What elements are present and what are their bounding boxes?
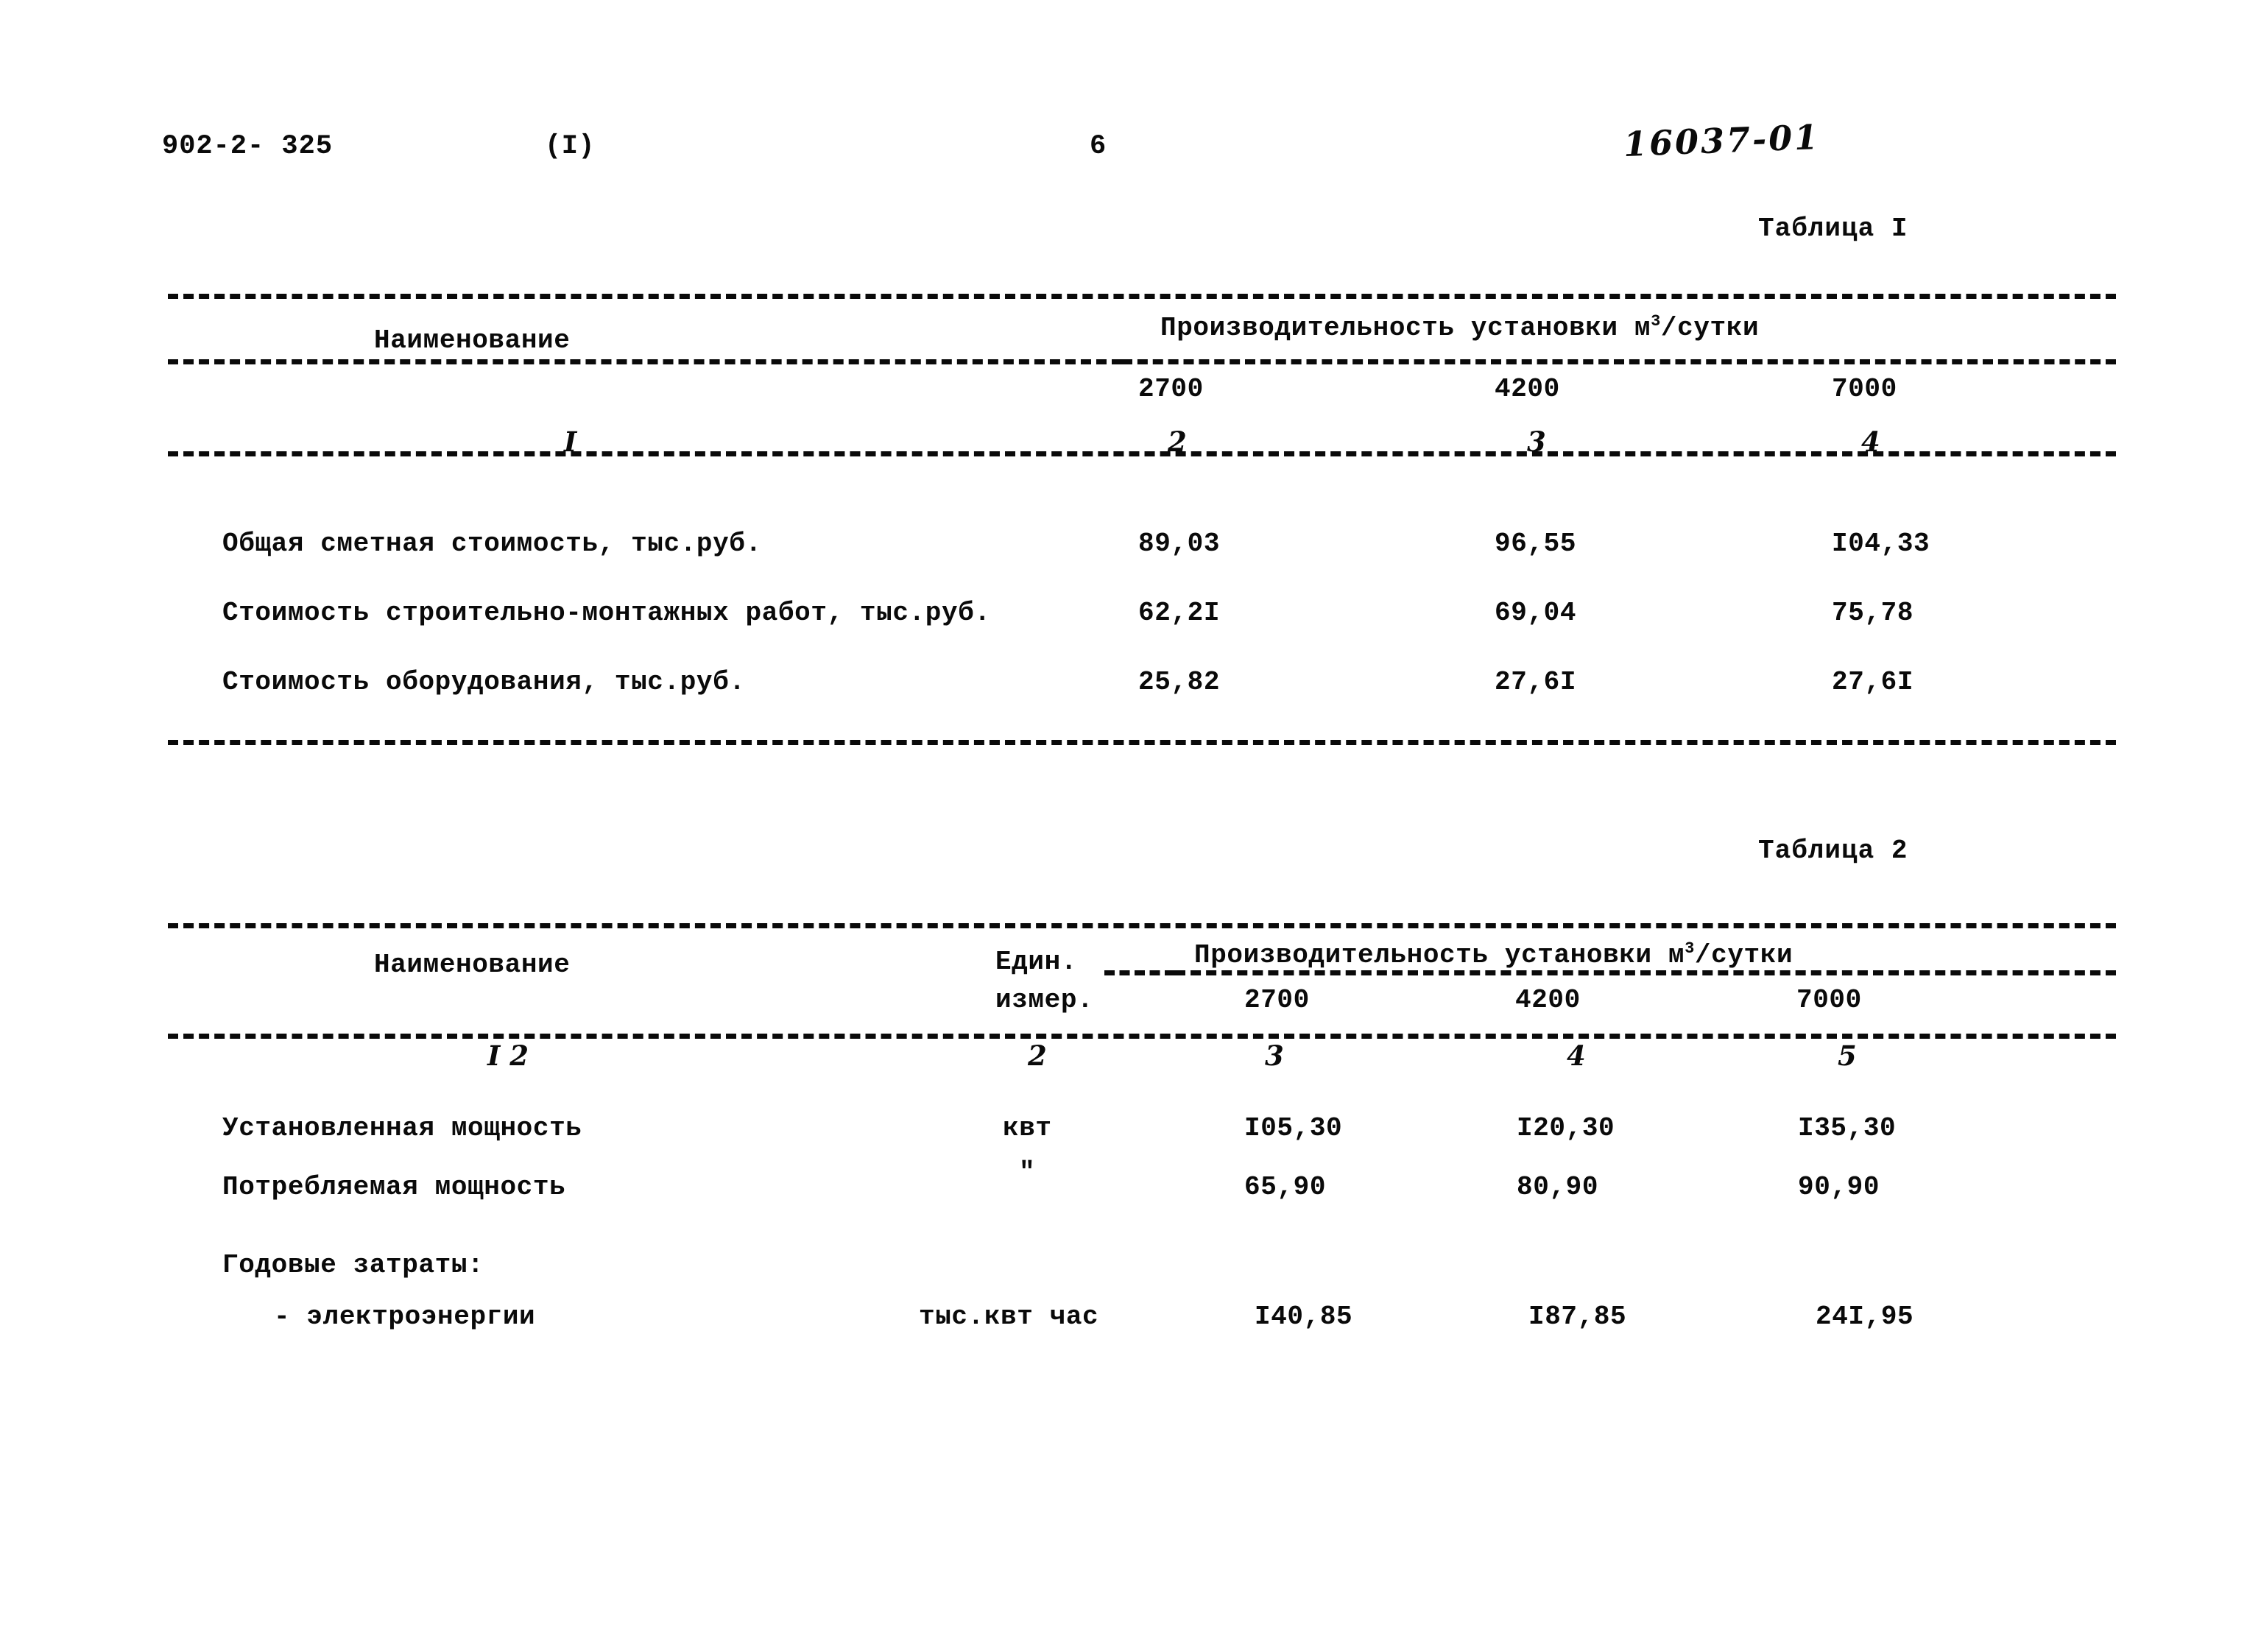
table2-colnum-4: 4 bbox=[1567, 1039, 1586, 1072]
table1-row2-value-0: 25,82 bbox=[1138, 667, 1221, 697]
table2-caption: Таблица 2 bbox=[1758, 836, 1908, 866]
table1-span-sup: 3 bbox=[1651, 312, 1661, 331]
table1-colnum-rule bbox=[168, 451, 2116, 456]
table1-row0-value-1: 96,55 bbox=[1495, 529, 1577, 559]
table2-top-rule bbox=[168, 923, 2116, 928]
table1-header-rule-right bbox=[1122, 359, 2116, 364]
table1-capacity-col-1: 2700 bbox=[1138, 374, 1204, 404]
table2-row3-unit: тыс.квт час bbox=[919, 1302, 1099, 1332]
table1-name-header: Наименование bbox=[374, 325, 571, 356]
table2-capacity-col-2: 4200 bbox=[1515, 985, 1581, 1015]
table1-row-label-0: Общая сметная стоимость, тыс.руб. bbox=[222, 529, 762, 559]
table2-row0-value-0: I05,30 bbox=[1244, 1113, 1343, 1143]
table1-row-label-1: Стоимость строительно-монтажных работ, т… bbox=[222, 598, 991, 628]
table1-span-prefix: Производительность установки м bbox=[1160, 313, 1651, 343]
table1-row0-value-0: 89,03 bbox=[1138, 529, 1221, 559]
table1-row2-value-2: 27,6I bbox=[1832, 667, 1914, 697]
table2-row1-value-2: 90,90 bbox=[1798, 1172, 1880, 1202]
handwritten-archive-code: 16037-01 bbox=[1623, 116, 1821, 165]
page-header: 902-2- 325 (I) 6 16037-01 bbox=[0, 117, 2261, 175]
table2-row1-unit: " bbox=[1019, 1157, 1036, 1187]
table1-row0-value-2: I04,33 bbox=[1832, 529, 1930, 559]
table1-row2-value-1: 27,6I bbox=[1495, 667, 1577, 697]
table2-row0-unit: квт bbox=[1003, 1113, 1052, 1143]
table2-row3-value-0: I40,85 bbox=[1255, 1302, 1353, 1332]
table2-colnum-5: 5 bbox=[1838, 1039, 1857, 1072]
table2-unit-header-line2: измер. bbox=[995, 985, 1094, 1015]
table2-span-suffix: /сутки bbox=[1694, 940, 1793, 970]
table2-row0-value-1: I20,30 bbox=[1517, 1113, 1615, 1143]
table1-colnum-1: I bbox=[564, 426, 577, 458]
table2-colnum-rule bbox=[168, 1034, 2116, 1039]
table1-row1-value-0: 62,2I bbox=[1138, 598, 1221, 628]
table2-row-label-2: Годовые затраты: bbox=[222, 1250, 484, 1280]
table1-row1-value-2: 75,78 bbox=[1832, 598, 1914, 628]
table2-colnum-2: 2 bbox=[1028, 1039, 1047, 1072]
table2-row-label-0: Установленная мощность bbox=[222, 1113, 582, 1143]
page-number: 6 bbox=[1090, 131, 1107, 162]
table2-unit-header-line1: Един. bbox=[995, 947, 1078, 977]
table1-span-suffix: /сутки bbox=[1660, 313, 1760, 343]
table2-span-sup: 3 bbox=[1685, 939, 1695, 958]
table2-row-label-3: - электроэнергии bbox=[274, 1302, 536, 1332]
table1-row1-value-1: 69,04 bbox=[1495, 598, 1577, 628]
table2-name-header: Наименование bbox=[374, 950, 571, 980]
table1-top-rule bbox=[168, 294, 2116, 299]
table1-capacity-col-2: 4200 bbox=[1495, 374, 1560, 404]
table2-capacity-span-header: Производительность установки м3/сутки bbox=[1194, 939, 1793, 970]
table1-bottom-rule bbox=[168, 740, 2116, 745]
table1-capacity-col-3: 7000 bbox=[1832, 374, 1897, 404]
table2-header-rule-left bbox=[1104, 970, 1175, 975]
table2-header-rule-right bbox=[1175, 970, 2116, 975]
table1-caption: Таблица I bbox=[1758, 213, 1908, 244]
table2-colnum-3: 3 bbox=[1265, 1039, 1284, 1072]
table2-capacity-col-1: 2700 bbox=[1244, 985, 1310, 1015]
table2-row3-value-2: 24I,95 bbox=[1816, 1302, 1914, 1332]
table1-capacity-span-header: Производительность установки м3/сутки bbox=[1160, 312, 1759, 343]
table2-colnum-1: I 2 bbox=[487, 1039, 529, 1072]
table2-row0-value-2: I35,30 bbox=[1798, 1113, 1897, 1143]
table1-row-label-2: Стоимость оборудования, тыс.руб. bbox=[222, 667, 746, 697]
table2-row1-value-1: 80,90 bbox=[1517, 1172, 1599, 1202]
table2-row1-value-0: 65,90 bbox=[1244, 1172, 1327, 1202]
document-code: 902-2- 325 bbox=[162, 131, 334, 162]
document-part: (I) bbox=[545, 131, 596, 162]
table2-row3-value-1: I87,85 bbox=[1528, 1302, 1627, 1332]
table2-row-label-1: Потребляемая мощность bbox=[222, 1172, 566, 1202]
table2-capacity-col-3: 7000 bbox=[1796, 985, 1862, 1015]
table2-span-prefix: Производительность установки м bbox=[1194, 940, 1685, 970]
table1-header-rule-left bbox=[168, 359, 1122, 364]
